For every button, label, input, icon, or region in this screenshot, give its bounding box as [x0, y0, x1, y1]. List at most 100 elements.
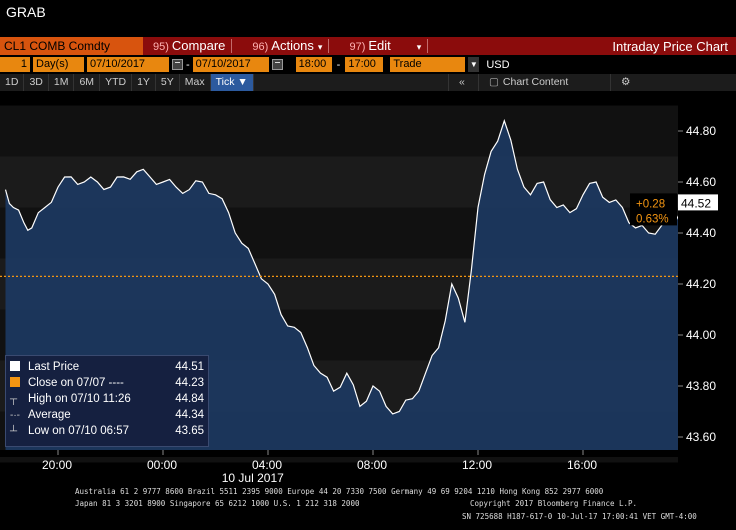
end-time-field[interactable]: 17:00: [345, 57, 384, 72]
start-time-field[interactable]: 18:00: [295, 57, 332, 72]
x-tick-label: 04:00: [252, 458, 282, 472]
footer-contacts-2: Japan 81 3 3201 8900 Singapore 65 6212 1…: [75, 499, 360, 508]
marker-icon: ┬: [10, 393, 18, 405]
range-6m[interactable]: 6M: [74, 74, 101, 91]
legend-label: Last Price: [28, 361, 80, 373]
divider: [231, 39, 233, 53]
range-1m[interactable]: 1M: [49, 74, 75, 91]
legend-last-price: Last Price 44.51: [10, 359, 204, 375]
actions-button[interactable]: 96) Actions ▾: [246, 37, 328, 55]
range-tick-dropdown[interactable]: Tick ▼: [210, 74, 254, 91]
change-value: +0.28: [636, 198, 665, 210]
divider: [328, 39, 330, 53]
x-tick-label: 00:00: [147, 458, 177, 472]
last-price-value: 44.52: [681, 196, 711, 210]
marker-icon: ┴: [10, 425, 18, 437]
change-tag-background: [630, 193, 677, 226]
legend-average: -·- Average 44.34: [10, 407, 204, 423]
square-icon: [10, 360, 24, 374]
range-1d[interactable]: 1D: [0, 74, 25, 91]
legend-high: ┬ High on 07/10 11:26 44.84: [10, 391, 204, 407]
price-line: [4, 118, 736, 415]
x-date-label: 10 Jul 2017: [222, 471, 284, 485]
range-max[interactable]: Max: [180, 74, 211, 91]
square-icon: [10, 376, 24, 390]
period-unit-select[interactable]: Day(s): [33, 57, 84, 72]
actions-label: Actions: [271, 38, 314, 53]
currency-label: USD: [486, 58, 510, 71]
window-title: GRAB: [6, 4, 46, 20]
y-axis-background: [678, 92, 736, 457]
time-separator: -: [336, 58, 341, 71]
chart-tools: « ▢ Chart Content ⚙: [448, 74, 635, 91]
parameter-bar: 1 Day(s) 07/10/2017 - 07/10/2017 18:00 -…: [0, 56, 736, 73]
y-tick-label: 44.60: [686, 175, 716, 189]
range-ytd[interactable]: YTD: [100, 74, 133, 91]
x-tick-label: 20:00: [42, 458, 72, 472]
compare-label: Compare: [171, 38, 226, 53]
range-1y[interactable]: 1Y: [132, 74, 156, 91]
legend-label: High on 07/10 11:26: [28, 393, 131, 405]
collapse-icon[interactable]: «: [448, 74, 478, 91]
x-tick-label: 12:00: [462, 458, 492, 472]
window-title-bar: GRAB: [0, 0, 736, 36]
y-tick-label: 44.20: [686, 277, 716, 291]
legend-label: Low on 07/10 06:57: [28, 425, 130, 437]
y-axis: 44.80 44.60 44.40 44.20 44.00 43.80 43.60: [678, 92, 736, 457]
y-tick-label: 43.60: [686, 430, 716, 444]
chart-content-button[interactable]: ▢ Chart Content: [478, 74, 610, 91]
x-axis-background: [0, 450, 736, 457]
compare-button[interactable]: 95) Compare: [147, 37, 231, 55]
y-tick-label: 44.80: [686, 124, 716, 138]
range-toolbar: 1D 3D 1M 6M YTD 1Y 5Y Max Tick ▼ « ▢ Char…: [0, 74, 736, 91]
gear-icon[interactable]: ⚙: [610, 74, 635, 91]
period-value-field[interactable]: 1: [0, 57, 30, 72]
change-percent: 0.63%: [636, 213, 669, 225]
edit-number: 97): [349, 41, 366, 53]
footer-session: SN 725688 H187-617-0 10-Jul-17 17:00:41 …: [462, 512, 697, 521]
legend-value: 44.51: [175, 361, 204, 373]
edit-label: Edit: [368, 38, 391, 53]
marker-icon: -·-: [10, 409, 20, 421]
field-select[interactable]: Trade: [390, 57, 466, 72]
y-tick-label: 43.80: [686, 379, 716, 393]
chart-legend: Last Price 44.51 Close on 07/07 ---- 44.…: [5, 355, 209, 447]
command-bar: CL1 COMB Comdty 95) Compare 96) Actions ▾ 9…: [0, 37, 736, 55]
edit-button[interactable]: 97) Edit ▾: [343, 37, 427, 55]
calendar-icon[interactable]: [172, 59, 183, 70]
last-price-tag: [678, 194, 718, 211]
chart-content-icon: ▢: [489, 76, 499, 88]
legend-label: Close on 07/07 ----: [28, 377, 124, 389]
x-tick-label: 16:00: [567, 458, 597, 472]
legend-value: 44.84: [175, 393, 204, 405]
y-tick-label: 44.00: [686, 328, 716, 342]
calendar-icon[interactable]: [271, 59, 283, 70]
start-date-field[interactable]: 07/10/2017: [87, 57, 169, 72]
price-tags: 44.52 +0.28 0.63%: [630, 193, 718, 226]
x-tick-label: 08:00: [357, 458, 387, 472]
y-tick-label: 44.40: [686, 226, 716, 240]
x-axis: 20:00 00:00 04:00 08:00 12:00 16:00 10 Jul 201…: [0, 450, 736, 485]
divider: [427, 39, 429, 53]
footer-copyright: Copyright 2017 Bloomberg Finance L.P.: [470, 499, 638, 508]
chart-panel: 44.80 44.60 44.40 44.20 44.00 43.80 43.60 20:0…: [0, 92, 736, 487]
legend-value: 43.65: [175, 425, 204, 437]
chevron-down-icon[interactable]: ▼: [468, 57, 480, 72]
chevron-down-icon: ▾: [416, 42, 422, 52]
legend-low: ┴ Low on 07/10 06:57 43.65: [10, 423, 204, 439]
legend-close: Close on 07/07 ---- 44.23: [10, 375, 204, 391]
legend-label: Average: [28, 409, 71, 421]
chart-content-label: Chart Content: [502, 76, 569, 88]
range-3d[interactable]: 3D: [24, 74, 49, 91]
date-separator: -: [186, 58, 190, 71]
legend-value: 44.23: [175, 377, 204, 389]
footer-contacts-1: Australia 61 2 9777 8600 Brazil 5511 239…: [75, 487, 604, 496]
range-5y[interactable]: 5Y: [156, 74, 180, 91]
compare-number: 95): [153, 41, 169, 53]
chevron-down-icon: ▾: [317, 42, 323, 52]
legend-value: 44.34: [175, 409, 204, 421]
footer: Australia 61 2 9777 8600 Brazil 5511 239…: [0, 485, 736, 530]
end-date-field[interactable]: 07/10/2017: [192, 57, 269, 72]
chart-type-label: Intraday Price Chart: [612, 38, 728, 54]
ticker-field[interactable]: CL1 COMB Comdty: [0, 37, 143, 55]
